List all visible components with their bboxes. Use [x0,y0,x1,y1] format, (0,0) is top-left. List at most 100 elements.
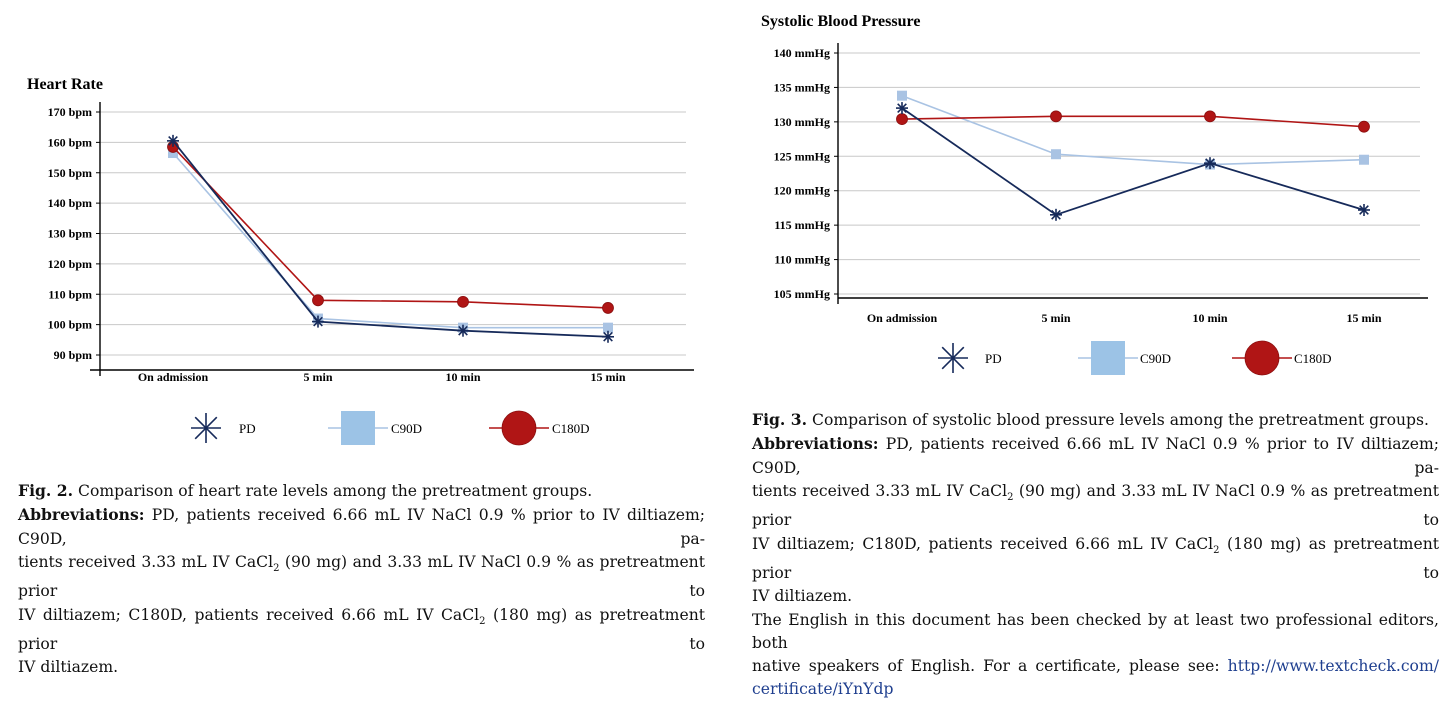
axes [90,102,694,376]
data-point-c90d [1359,154,1369,165]
certificate-link[interactable]: http://www.textcheck.com/ [1227,657,1439,676]
data-point-pd [167,134,179,147]
y-tick-label: 170 bpm [48,105,92,119]
legend-item-c90d: C90D [328,411,422,445]
certificate-link-continued[interactable]: certificate/iYnYdp [752,680,894,699]
x-tick-label: 5 min [303,370,332,384]
data-point-pd [602,330,614,343]
data-point-pd [1050,208,1062,221]
y-tick-label: 120 mmHg [774,184,830,198]
legend-label: C180D [1294,351,1332,366]
abbreviations-line-2: tients received 3.33 mL IV CaCl2 (90 mg)… [752,480,1439,533]
legend-marker-pd [191,413,221,443]
y-tick-label: 110 mmHg [774,253,830,267]
y-tick-label: 130 mmHg [774,115,830,129]
abbreviations-line-3: IV diltiazem; C180D, patients received 6… [752,533,1439,586]
y-tick-label: 130 bpm [48,227,92,241]
gridlines [838,52,1420,295]
abbreviations-line-1: Abbreviations: PD, patients received 6.6… [752,432,1439,480]
chart-title: Heart Rate [27,76,103,93]
legend-label: PD [985,351,1002,366]
legend-marker-c90d [341,411,375,445]
legend-item-pd: PD [191,413,256,443]
chart-title: Systolic Blood Pressure [761,13,920,30]
y-tick-label: 150 bpm [48,166,92,180]
abbreviations-line-1: Abbreviations: PD, patients received 6.6… [18,503,705,551]
data-point-c180d [896,113,908,126]
legend-label: C90D [1140,351,1171,366]
subscript: 2 [273,563,280,574]
data-point-pd [1358,203,1370,216]
series-layer [896,90,1370,221]
c90d-definition-b: (90 mg) and 3.33 mL IV NaCl 0.9 % as pre… [18,552,705,601]
data-point-c180d [602,302,614,314]
x-tick-label: 15 min [590,370,625,384]
abbreviations-line-4: IV diltiazem. [752,585,1439,608]
pd-definition: PD, patients received 6.66 mL IV NaCl 0.… [752,435,1439,477]
y-tick-label: 120 bpm [48,257,92,271]
systolic-bp-chart: Systolic Blood Pressure 105 mmHg 110 mmHg… [761,13,1428,376]
legend-marker-c180d [1244,340,1280,376]
abbreviations-label: Abbreviations: [18,505,145,525]
editing-note-a: The English in this document has been ch… [752,610,1439,652]
data-point-c180d [1204,110,1216,123]
legend-item-c90d: C90D [1078,341,1171,375]
x-tick-label: 10 min [1192,311,1227,325]
figure-label: Fig. 2. [18,481,74,500]
y-tick-label: 140 bpm [48,196,92,210]
data-point-pd [896,102,908,115]
figure-3-caption: Fig. 3. Comparison of systolic blood pre… [752,408,1439,702]
data-point-c180d [457,295,469,308]
pd-definition: PD, patients received 6.66 mL IV NaCl 0.… [18,506,705,548]
abbreviations-line-3: IV diltiazem; C180D, patients received 6… [18,604,705,657]
editing-note-line-1: The English in this document has been ch… [752,609,1439,656]
x-tick-label: On admission [867,311,938,325]
x-tick-label: 10 min [445,370,480,384]
series-line-c180d [901,115,1365,128]
data-point-pd [312,315,324,328]
series-line-c90d [901,94,1365,166]
legend-item-pd: PD [938,343,1002,373]
figure-2-caption: Fig. 2. Comparison of heart rate levels … [18,479,705,680]
c90d-definition-a: tients received 3.33 mL IV CaCl [18,552,274,571]
caption-title-line: Fig. 2. Comparison of heart rate levels … [18,479,705,503]
legend-marker-c180d [501,410,537,446]
heart-rate-chart: Heart Rate 90 bpm 100 bpm 110 bpm 120 bpm 13… [27,76,694,446]
data-point-pd [457,324,469,337]
caption-title: Comparison of systolic blood pressure le… [812,411,1429,429]
data-point-c90d [168,148,178,159]
series-layer [167,134,614,343]
editing-note-line-3: certificate/iYnYdp [752,678,1439,701]
subscript: 2 [1213,544,1220,556]
y-tick-label: 160 bpm [48,135,92,149]
legend-item-c180d: C180D [1232,340,1332,376]
y-tick-label: 90 bpm [54,348,92,362]
axes [837,43,1428,304]
y-tick-label: 135 mmHg [774,80,830,94]
caption-end: IV diltiazem. [752,587,853,606]
data-point-c180d [1358,120,1370,133]
x-axis-ticks: On admission 5 min 10 min 15 min [867,311,1382,325]
legend: PD C90D C180D [938,340,1332,376]
legend-label: C90D [391,421,422,436]
abbreviations-line-4: IV diltiazem. [18,656,705,679]
x-axis-ticks: On admission 5 min 10 min 15 min [138,370,626,384]
legend-marker-pd [938,343,968,373]
data-point-c180d [1050,110,1062,123]
y-tick-label: 125 mmHg [774,149,830,163]
editing-note-line-2: native speakers of English. For a certif… [752,655,1439,678]
y-tick-label: 100 bpm [48,318,92,332]
x-tick-label: 15 min [1346,311,1381,325]
data-point-c90d [1051,149,1061,160]
data-point-pd [1204,157,1216,170]
c180d-definition-b: (180 mg) as pretreatment prior to [752,534,1439,582]
legend-marker-c90d [1091,341,1125,375]
x-tick-label: On admission [138,370,209,384]
caption-end: IV diltiazem. [18,658,119,677]
y-tick-label: 140 mmHg [774,46,830,60]
gridlines [100,111,686,356]
legend-label: C180D [552,421,590,436]
y-tick-label: 110 bpm [48,287,92,301]
figure-label: Fig. 3. [752,410,808,429]
series-line-pd [901,107,1365,216]
